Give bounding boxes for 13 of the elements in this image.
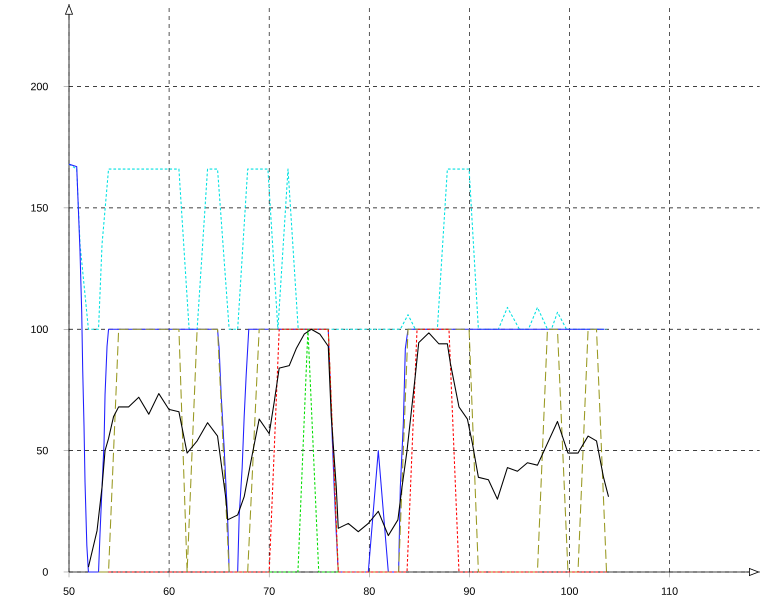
x-tick-label: 90: [464, 587, 475, 595]
y-tick-label: 50: [36, 446, 48, 454]
x-tick-label: 50: [63, 587, 75, 595]
x-tick-label: 60: [164, 587, 175, 595]
y-tick-label: 100: [31, 325, 48, 334]
y-tick-label: 200: [31, 82, 48, 90]
x-tick-label: 80: [364, 587, 375, 595]
x-tick-label: 100: [561, 587, 578, 595]
x-tick-label: 110: [662, 587, 678, 595]
line-series: [68, 164, 608, 330]
x-tick-label: 70: [264, 587, 275, 595]
y-tick-label: 150: [31, 204, 48, 212]
y-tick-label: 0: [42, 568, 48, 576]
